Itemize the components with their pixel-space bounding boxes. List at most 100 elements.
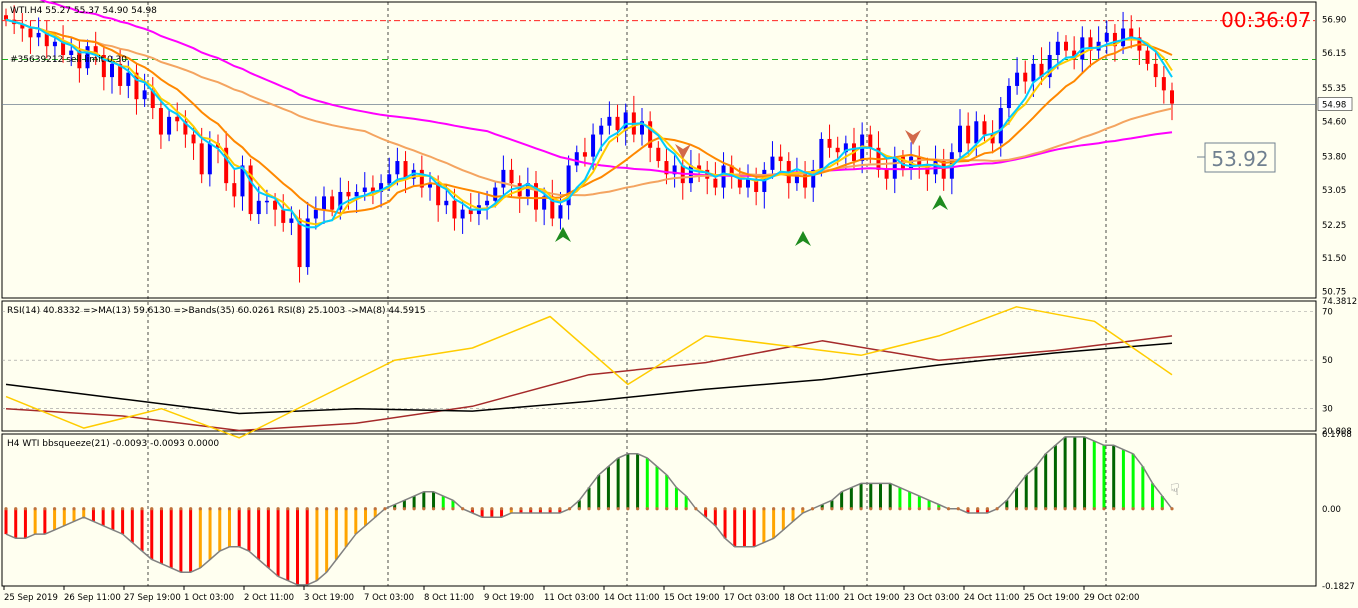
- zero-dot: [480, 507, 484, 511]
- candle-body: [224, 147, 229, 184]
- candle-body: [346, 191, 351, 197]
- zero-dot: [4, 507, 8, 511]
- zero-dot: [655, 507, 659, 511]
- zero-dot: [762, 507, 766, 511]
- candle-body: [4, 15, 8, 20]
- candle-body: [721, 165, 726, 188]
- zero-dot: [1044, 507, 1048, 511]
- candle-body: [1104, 32, 1109, 42]
- zero-dot: [441, 507, 445, 511]
- candle-body: [85, 46, 90, 69]
- current-price-label: 54.98: [1322, 100, 1346, 110]
- candle-body: [240, 165, 245, 197]
- candle-body: [811, 169, 816, 188]
- squeeze-tick-label: 0.00: [1322, 505, 1341, 515]
- candle-body: [656, 147, 661, 162]
- candle-body: [974, 121, 979, 144]
- zero-dot: [121, 507, 125, 511]
- rsi-tick-label: 50: [1322, 356, 1333, 366]
- zero-dot: [1092, 507, 1096, 511]
- candle-body: [370, 187, 375, 192]
- zero-dot: [859, 507, 863, 511]
- zero-dot: [315, 507, 319, 511]
- candle-body: [550, 196, 555, 219]
- candle-body: [330, 196, 335, 210]
- zero-dot: [684, 507, 688, 511]
- zero-dot: [830, 507, 834, 511]
- zero-dot: [752, 507, 756, 511]
- zero-dot: [966, 507, 970, 511]
- zero-dot: [917, 507, 921, 511]
- x-tick-label: 25 Oct 19:00: [1024, 593, 1079, 603]
- candle-body: [28, 28, 33, 38]
- candle-body: [648, 121, 653, 148]
- candle-body: [697, 165, 702, 170]
- candle-body: [150, 90, 155, 109]
- zero-dot: [431, 507, 436, 511]
- candles-layer: [4, 5, 1174, 283]
- candle-body: [158, 108, 163, 135]
- zero-dot: [1112, 507, 1116, 511]
- sell-arrow-icon: [675, 144, 691, 159]
- candle-body: [52, 41, 57, 47]
- candle-body: [69, 50, 74, 56]
- candle-body: [843, 143, 848, 153]
- zero-dot: [159, 507, 164, 511]
- zero-dot: [334, 507, 338, 511]
- zero-dot: [820, 507, 824, 511]
- squeeze-title: H4 WTI bbsqueeze(21) -0.0093 -0.0093 0.0…: [7, 439, 219, 449]
- zero-dot: [393, 507, 397, 511]
- candle-body: [1055, 41, 1060, 56]
- candle-body: [36, 32, 41, 38]
- zero-dot: [519, 507, 523, 511]
- zero-dot: [72, 507, 76, 511]
- zero-dot: [461, 507, 465, 511]
- zero-dot: [218, 507, 222, 511]
- zero-dot: [325, 507, 329, 511]
- price-tick-label: 50.75: [1322, 287, 1346, 297]
- zero-dot: [354, 507, 358, 511]
- price-tick-label: 56.15: [1322, 49, 1346, 59]
- candle-body: [640, 121, 644, 135]
- zero-dot: [733, 507, 737, 511]
- zero-dot: [538, 507, 543, 511]
- zero-dot: [976, 507, 980, 511]
- ma-magenta-line: [39, 0, 1173, 177]
- zero-dot: [587, 507, 591, 511]
- zero-dot: [1073, 507, 1077, 511]
- candle-body: [313, 209, 318, 219]
- zero-dot: [1063, 507, 1067, 511]
- zero-dot: [616, 507, 620, 511]
- candle-body: [232, 183, 237, 197]
- x-tick-label: 24 Oct 11:00: [964, 593, 1019, 603]
- candle-body: [1170, 90, 1174, 104]
- zero-dot: [363, 507, 368, 511]
- candle-body: [444, 200, 449, 206]
- moving-averages-layer: [5, 0, 1173, 229]
- rsi-tick-label: 30: [1322, 405, 1333, 415]
- candle-body: [599, 125, 604, 135]
- x-tick-label: 25 Sep 2019: [4, 593, 58, 603]
- zero-dot: [626, 507, 630, 511]
- candle-body: [183, 121, 188, 135]
- candle-body: [534, 183, 538, 210]
- candle-body: [827, 138, 832, 148]
- zero-dot: [1131, 507, 1135, 511]
- candle-body: [1072, 50, 1077, 60]
- rsi-tick-label: 70: [1322, 308, 1333, 318]
- candle-body: [1145, 50, 1150, 64]
- candle-body: [803, 174, 808, 188]
- zero-dot: [373, 507, 377, 511]
- candle-body: [354, 191, 359, 197]
- candle-body: [460, 209, 465, 219]
- zero-dot: [1005, 507, 1009, 511]
- rsi-panel: [1, 300, 1317, 432]
- zero-dot: [742, 507, 747, 511]
- x-tick-label: 17 Oct 03:00: [724, 593, 779, 603]
- vertical-grid: [147, 2, 1107, 586]
- candle-body: [248, 165, 253, 215]
- rsi-series-line: [5, 342, 1173, 415]
- candle-body: [61, 41, 66, 56]
- candle-body: [892, 156, 897, 179]
